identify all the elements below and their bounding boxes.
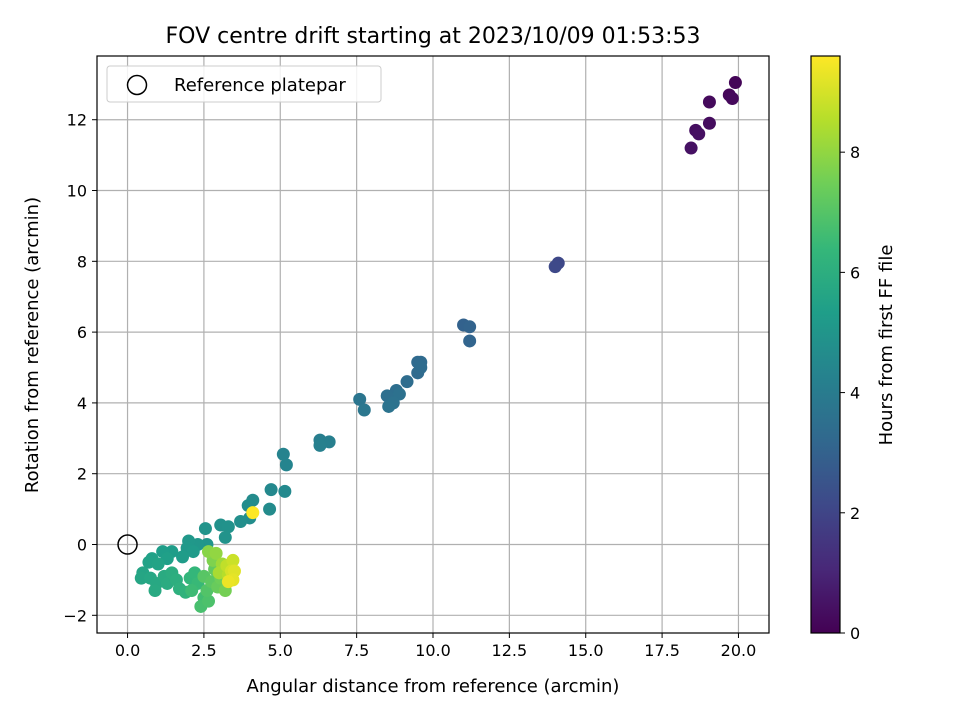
colorbar-tick-label: 2 bbox=[850, 504, 860, 523]
data-point bbox=[221, 520, 235, 534]
y-tick-label: −2 bbox=[63, 606, 87, 625]
chart-title: FOV centre drift starting at 2023/10/09 … bbox=[166, 24, 701, 49]
data-point bbox=[221, 575, 235, 589]
data-point bbox=[263, 502, 277, 516]
x-tick-label: 7.5 bbox=[344, 641, 369, 660]
data-point bbox=[234, 514, 248, 528]
x-tick-label: 2.5 bbox=[191, 641, 216, 660]
colorbar-label: Hours from first FF file bbox=[876, 245, 897, 446]
data-point bbox=[728, 76, 742, 90]
legend-label: Reference platepar bbox=[174, 75, 346, 96]
data-point bbox=[463, 334, 477, 348]
axis-ticks: 0.0 2.5 5.0 7.5 10.0 12.5 15.0 17.5 20.0 −2 0 2 4 6 8 1… bbox=[63, 111, 756, 660]
y-tick-label: 4 bbox=[77, 394, 87, 413]
data-point bbox=[684, 141, 698, 155]
data-points bbox=[134, 76, 742, 613]
data-point bbox=[692, 127, 706, 141]
y-tick-label: 2 bbox=[77, 465, 87, 484]
data-point bbox=[353, 392, 367, 406]
x-tick-label: 0.0 bbox=[115, 641, 140, 660]
y-tick-label: 6 bbox=[77, 323, 87, 342]
data-point bbox=[198, 522, 212, 536]
data-point bbox=[134, 571, 148, 585]
data-point bbox=[548, 260, 562, 274]
reference-platepar-marker bbox=[117, 534, 138, 555]
data-point bbox=[382, 399, 396, 413]
colorbar-ticks: 0 2 4 6 8 bbox=[840, 143, 860, 643]
data-point bbox=[463, 320, 477, 334]
y-tick-label: 12 bbox=[67, 111, 87, 130]
colorbar-tick-label: 6 bbox=[850, 263, 860, 282]
colorbar bbox=[810, 55, 841, 634]
data-point bbox=[278, 484, 292, 498]
data-point bbox=[276, 447, 290, 461]
y-tick-label: 0 bbox=[77, 536, 87, 555]
data-point bbox=[414, 361, 428, 375]
x-tick-label: 20.0 bbox=[721, 641, 757, 660]
data-point bbox=[702, 95, 716, 109]
grid bbox=[97, 56, 769, 633]
data-point bbox=[400, 375, 414, 389]
data-point bbox=[279, 458, 293, 472]
colorbar-tick-label: 8 bbox=[850, 143, 860, 162]
data-point bbox=[264, 483, 278, 497]
colorbar-tick-label: 0 bbox=[850, 624, 860, 643]
legend-box bbox=[106, 65, 382, 103]
data-point bbox=[218, 530, 232, 544]
data-point bbox=[201, 594, 215, 608]
data-point bbox=[186, 545, 200, 559]
data-point bbox=[185, 584, 199, 598]
x-tick-label: 15.0 bbox=[568, 641, 604, 660]
x-tick-label: 10.0 bbox=[415, 641, 451, 660]
data-point bbox=[313, 438, 327, 452]
data-point bbox=[148, 584, 162, 598]
legend: Reference platepar bbox=[106, 65, 382, 103]
x-axis-label: Angular distance from reference (arcmin) bbox=[247, 676, 620, 697]
data-point bbox=[702, 116, 716, 130]
y-tick-label: 8 bbox=[77, 252, 87, 271]
x-tick-label: 17.5 bbox=[644, 641, 680, 660]
y-axis-label: Rotation from reference (arcmin) bbox=[22, 197, 43, 493]
x-tick-label: 12.5 bbox=[492, 641, 528, 660]
colorbar-tick-label: 4 bbox=[850, 384, 860, 403]
data-point bbox=[246, 506, 260, 520]
data-point bbox=[151, 557, 165, 571]
legend-reference-marker-icon bbox=[126, 74, 148, 96]
data-point bbox=[226, 553, 240, 567]
plot-frame bbox=[96, 55, 770, 634]
data-point bbox=[176, 550, 190, 564]
data-point bbox=[725, 91, 739, 105]
data-point bbox=[209, 546, 223, 560]
y-tick-label: 10 bbox=[67, 182, 87, 201]
data-point bbox=[357, 403, 371, 417]
x-tick-label: 5.0 bbox=[268, 641, 293, 660]
